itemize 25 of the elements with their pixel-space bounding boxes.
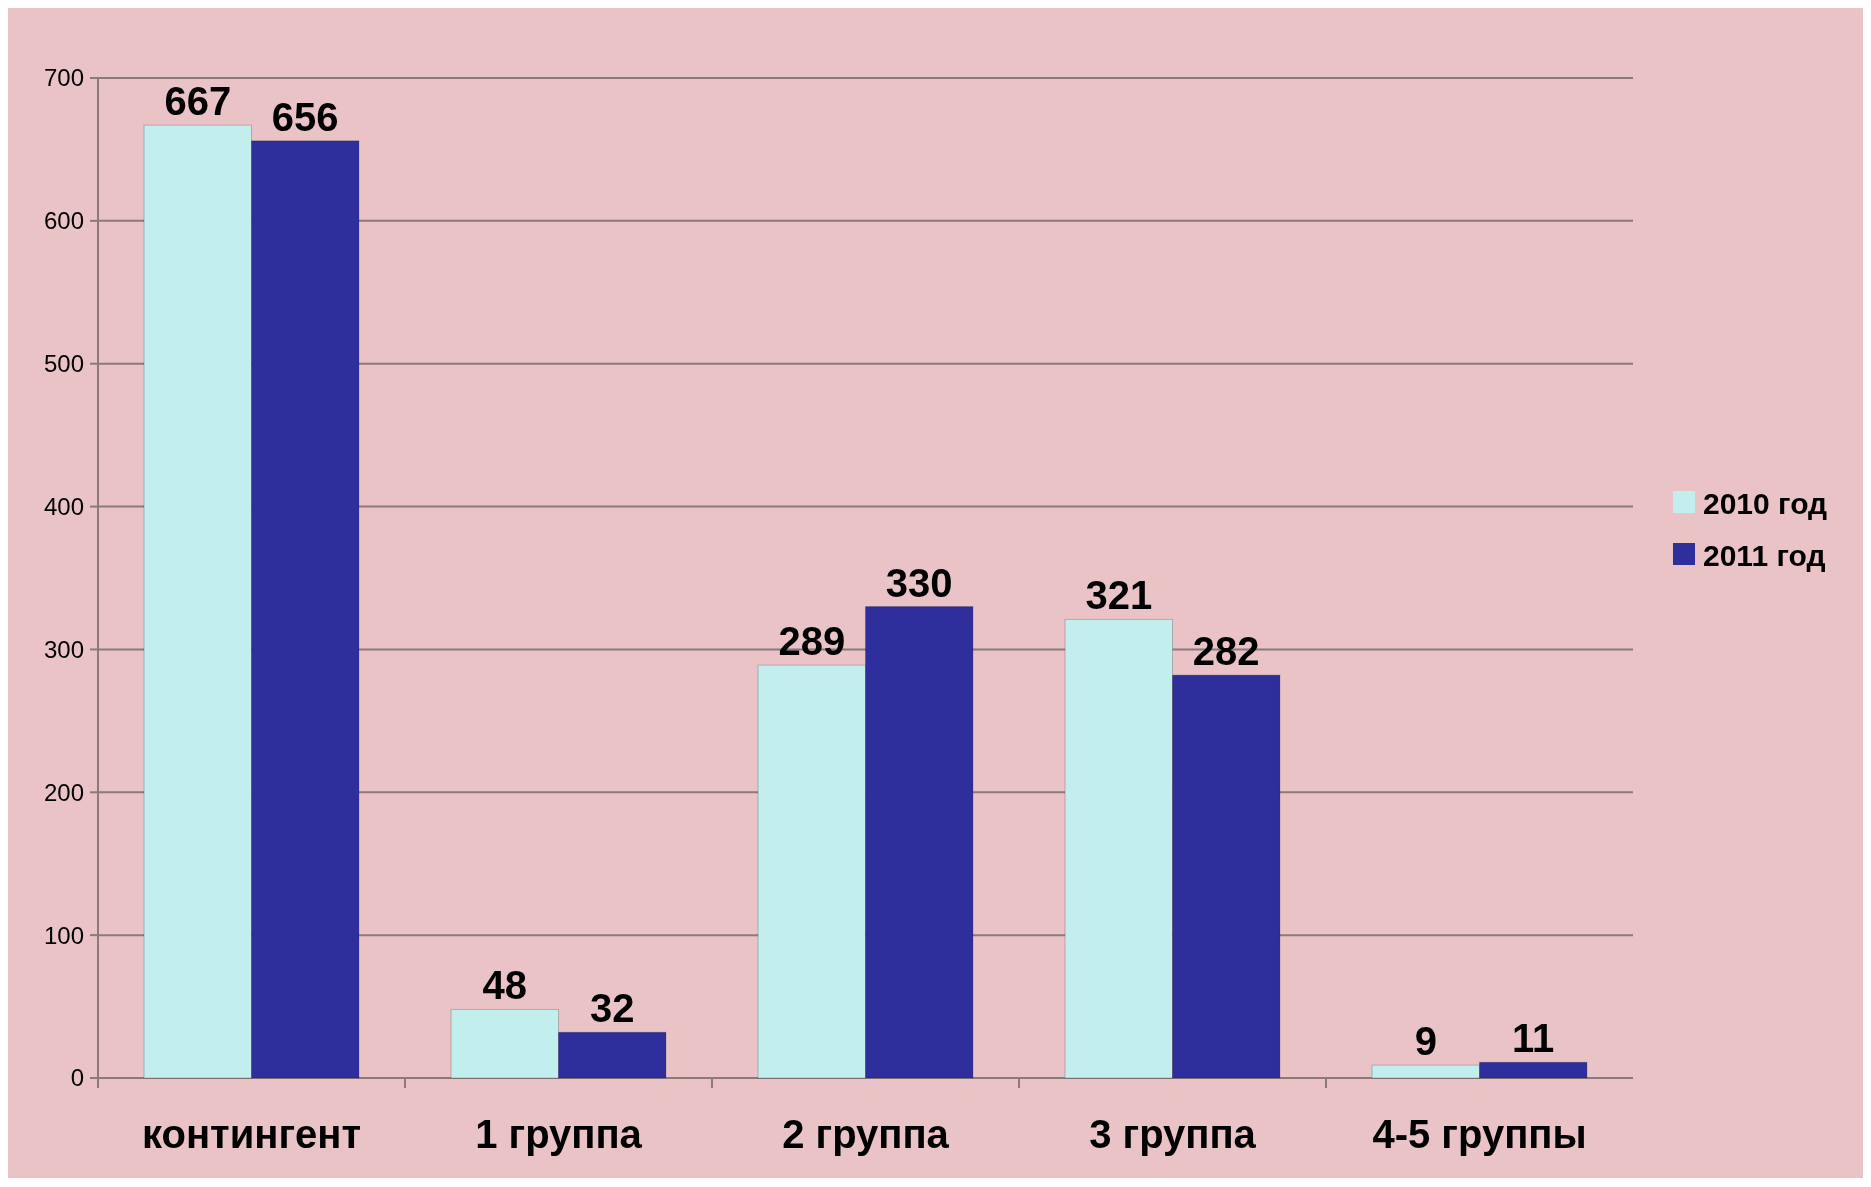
x-tick-label: контингент: [141, 1112, 362, 1156]
y-tick-label: 300: [43, 635, 84, 663]
data-label: 330: [885, 560, 953, 605]
y-tick-label: 100: [43, 921, 84, 949]
data-label: 32: [589, 986, 635, 1031]
y-tick-label: 0: [70, 1064, 84, 1092]
legend-label: 2011 год: [1703, 538, 1826, 572]
data-label: 289: [778, 619, 846, 664]
data-label: 667: [164, 79, 232, 124]
y-tick-label: 700: [43, 64, 84, 92]
data-label: 48: [482, 963, 528, 1008]
y-tick-label: 600: [43, 207, 84, 235]
x-tick-label: 4-5 группы: [1372, 1112, 1587, 1156]
x-tick-label: 3 группа: [1089, 1112, 1257, 1156]
y-tick-label: 200: [43, 778, 84, 806]
y-tick-label: 400: [43, 492, 84, 520]
x-tick-label: 1 группа: [475, 1112, 643, 1156]
data-label: 321: [1085, 573, 1153, 618]
data-label: 11: [1512, 1016, 1555, 1061]
data-label: 9: [1414, 1019, 1437, 1064]
legend-label: 2010 год: [1703, 486, 1828, 520]
y-tick-label: 500: [43, 350, 84, 378]
data-label: 282: [1192, 629, 1260, 674]
x-tick-label: 2 группа: [782, 1112, 950, 1156]
data-label: 656: [271, 94, 339, 139]
